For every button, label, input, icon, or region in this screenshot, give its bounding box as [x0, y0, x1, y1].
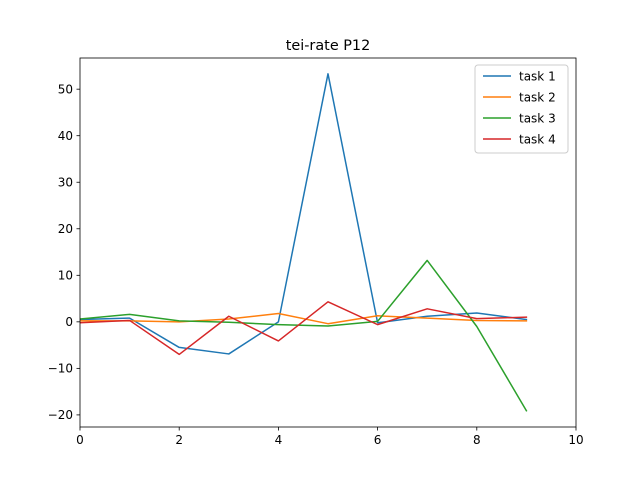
- legend-label-4: task 4: [519, 132, 556, 146]
- y-tick-label: 10: [58, 269, 73, 283]
- legend-label-2: task 2: [519, 90, 556, 104]
- y-tick-label: 40: [58, 129, 73, 143]
- series-line-4: [80, 301, 528, 356]
- y-tick-label: 50: [58, 82, 73, 96]
- x-tick-label: 8: [473, 433, 481, 447]
- y-tick-label: −10: [48, 362, 73, 376]
- x-tick-label: 10: [568, 433, 583, 447]
- series-line-1: [80, 73, 528, 355]
- y-tick-label: 20: [58, 222, 73, 236]
- legend-label-1: task 1: [519, 69, 556, 83]
- chart-title: tei-rate P12: [286, 38, 370, 54]
- legend-label-3: task 3: [519, 111, 556, 125]
- y-tick-label: 0: [65, 315, 73, 329]
- y-tick-label: 30: [58, 176, 73, 190]
- x-tick-label: 6: [374, 433, 382, 447]
- series-line-2: [80, 312, 528, 325]
- series-line-3: [80, 259, 528, 412]
- legend-box: [474, 64, 569, 154]
- axes-frame: [79, 57, 577, 428]
- plot-area: 0 2 4 6 8 10 −20 −10 0 10 20 30 40 50 task 1 task 2 task…: [48, 57, 584, 447]
- y-tick-label: −20: [48, 408, 73, 422]
- x-tick-label: 2: [175, 433, 183, 447]
- x-tick-label: 4: [275, 433, 283, 447]
- x-tick-label: 0: [76, 433, 84, 447]
